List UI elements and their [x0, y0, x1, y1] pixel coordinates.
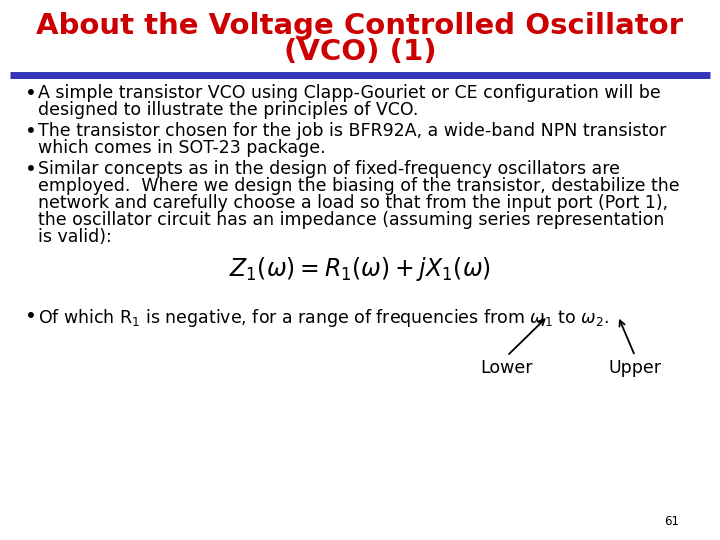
Text: $Z_1(\omega)= R_1(\omega)+ jX_1(\omega)$: $Z_1(\omega)= R_1(\omega)+ jX_1(\omega)$ — [229, 255, 491, 283]
Text: is valid):: is valid): — [38, 228, 112, 246]
Text: 61: 61 — [665, 515, 680, 528]
Text: About the Voltage Controlled Oscillator: About the Voltage Controlled Oscillator — [37, 12, 683, 40]
Text: network and carefully choose a load so that from the input port (Port 1),: network and carefully choose a load so t… — [38, 194, 668, 212]
Text: (VCO) (1): (VCO) (1) — [284, 38, 436, 66]
Text: which comes in SOT-23 package.: which comes in SOT-23 package. — [38, 139, 325, 157]
Text: •: • — [25, 307, 37, 326]
Text: Similar concepts as in the design of fixed-frequency oscillators are: Similar concepts as in the design of fix… — [38, 160, 620, 178]
Text: The transistor chosen for the job is BFR92A, a wide-band NPN transistor: The transistor chosen for the job is BFR… — [38, 122, 667, 140]
Text: Upper: Upper — [608, 359, 662, 377]
Text: •: • — [25, 160, 37, 179]
Text: the oscillator circuit has an impedance (assuming series representation: the oscillator circuit has an impedance … — [38, 211, 665, 229]
Text: Lower: Lower — [481, 359, 534, 377]
Text: A simple transistor VCO using Clapp-Gouriet or CE configuration will be: A simple transistor VCO using Clapp-Gour… — [38, 84, 661, 102]
Text: •: • — [25, 84, 37, 103]
Text: •: • — [25, 122, 37, 141]
Text: designed to illustrate the principles of VCO.: designed to illustrate the principles of… — [38, 101, 418, 119]
Text: Of which R$_1$ is negative, for a range of frequencies from $\omega_1$ to $\omeg: Of which R$_1$ is negative, for a range … — [38, 307, 609, 329]
Text: employed.  Where we design the biasing of the transistor, destabilize the: employed. Where we design the biasing of… — [38, 177, 680, 195]
